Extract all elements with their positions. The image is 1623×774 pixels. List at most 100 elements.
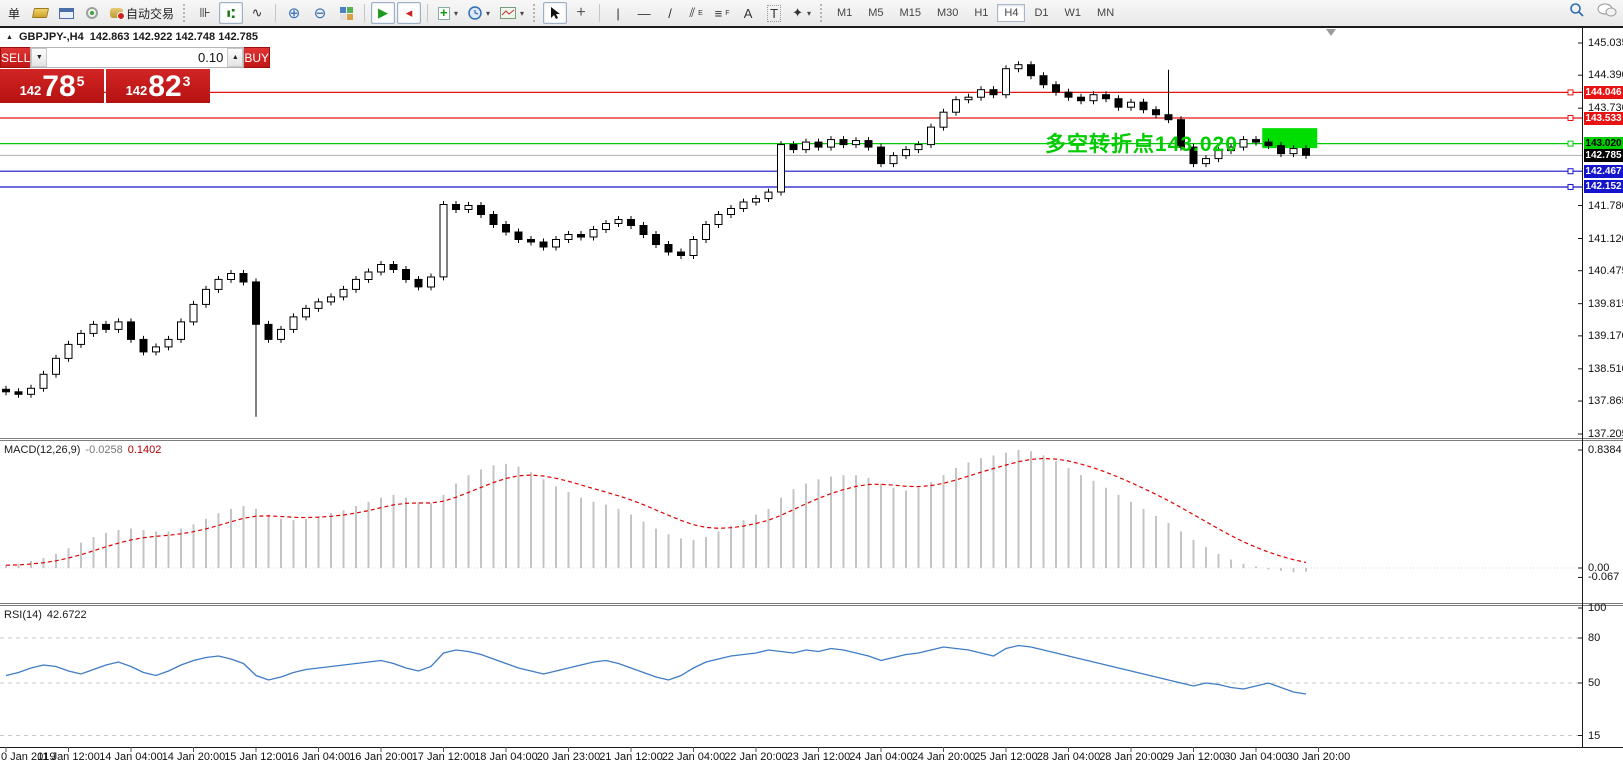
periods-button[interactable]: ▾	[464, 2, 494, 24]
candlestick-icon: ⑆	[227, 5, 235, 21]
chart-shift-button[interactable]: ◂	[397, 2, 422, 24]
price-level-badge: 144.046	[1584, 85, 1623, 99]
turning-point-annotation[interactable]: 多空转折点143.020	[1045, 133, 1238, 156]
timeframe-M30[interactable]: M30	[936, 7, 959, 19]
timeframe-group: M1 M5 M15 M30 H1 H4 D1 W1 MN	[830, 4, 1121, 22]
dropdown-caret-icon: ▾	[486, 8, 491, 18]
fibonacci-icon: ≡	[714, 5, 723, 21]
chart-shift-marker-icon[interactable]	[1326, 29, 1336, 36]
time-axis-label: 16 Jan 20:00	[349, 751, 413, 763]
order-book-button[interactable]	[28, 2, 52, 24]
time-axis-label: 15 Jan 12:00	[224, 751, 288, 763]
horizontal-line-icon: —	[637, 5, 651, 21]
one-click-trading-panel: SELL ▼ ▲ BUY 142 78 5 142 82 3	[0, 47, 271, 103]
fibonacci-sub-label: F	[725, 9, 730, 17]
time-axis-label: 11 Jan 12:00	[37, 751, 100, 763]
chart-canvas[interactable]	[0, 28, 1623, 774]
bar-chart-button[interactable]: ⊪	[193, 2, 217, 24]
sell-price-display[interactable]: 142 78 5	[0, 69, 104, 103]
time-axis-label: 25 Jan 12:00	[974, 751, 1038, 763]
autotrade-button[interactable]: 自动交易	[106, 2, 178, 24]
chat-icon[interactable]	[1597, 3, 1617, 18]
volume-increase-button[interactable]: ▲	[227, 48, 244, 67]
auto-scroll-button[interactable]: ▶	[371, 2, 396, 24]
buy-button[interactable]: BUY	[244, 47, 271, 68]
zoom-out-icon: ⊖	[313, 5, 327, 22]
volume-input[interactable]	[47, 48, 228, 67]
toolbar-separator	[364, 4, 366, 22]
text-tool-button[interactable]: A	[736, 2, 760, 24]
price-tick-label: 137.865	[1588, 395, 1623, 408]
price-tick-label: 141.780	[1588, 199, 1623, 212]
cursor-button[interactable]	[543, 2, 568, 24]
price-level-badge: 142.467	[1584, 164, 1623, 178]
indicators-button[interactable]: ▾	[434, 2, 462, 24]
new-order-button-partial[interactable]: 单	[7, 6, 20, 21]
timeframe-MN[interactable]: MN	[1097, 7, 1115, 19]
dropdown-caret-icon: ▾	[806, 8, 811, 18]
trendline-icon: /	[668, 5, 672, 21]
macd-main-value: -0.0258	[85, 444, 123, 456]
candlestick-chart-button[interactable]: ⑆	[219, 2, 244, 24]
time-axis-label: 0 Jan 2019	[1, 751, 56, 763]
time-axis-label: 18 Jan 04:00	[474, 751, 538, 763]
time-axis-label: 30 Jan 04:00	[1224, 751, 1288, 763]
toolbar-grip	[183, 4, 188, 22]
collapse-triangle-icon[interactable]: ▲	[6, 33, 13, 41]
signals-button[interactable]	[80, 2, 104, 24]
macd-indicator-label: MACD(12,26,9) -0.0258 0.1402	[4, 444, 161, 456]
price-tick-label: 141.120	[1588, 232, 1623, 245]
price-level-badge: 142.152	[1584, 180, 1623, 194]
price-tick-label: 143.730	[1588, 102, 1623, 115]
label-tool-button[interactable]: T	[762, 2, 786, 24]
timeframe-H1[interactable]: H1	[974, 7, 989, 19]
timeframe-M1[interactable]: M1	[836, 7, 853, 19]
toolbar-grip	[819, 4, 825, 22]
chart-window[interactable]: ▲ GBPJPY-,H4 142.863 142.922 142.748 142…	[0, 26, 1623, 774]
zoom-out-button[interactable]: ⊖	[308, 2, 332, 24]
timeframe-M5[interactable]: M5	[868, 7, 884, 19]
timeframe-D1[interactable]: D1	[1034, 7, 1049, 19]
time-axis-label: 14 Jan 20:00	[161, 751, 226, 763]
price-tick-label: 145.035	[1588, 37, 1623, 49]
volume-decrease-button[interactable]: ▼	[31, 48, 48, 67]
timeframe-M15[interactable]: M15	[899, 7, 921, 19]
tile-windows-button[interactable]	[334, 2, 358, 24]
channel-button[interactable]: ⫽ E	[684, 2, 708, 24]
timeframe-W1[interactable]: W1	[1064, 7, 1082, 19]
fibonacci-button[interactable]: ≡ F	[710, 2, 734, 24]
current-price-badge: 142.785	[1584, 148, 1623, 162]
shapes-icon: ✦	[792, 5, 803, 20]
rsi-tick-label: 80	[1588, 632, 1601, 644]
crosshair-icon: +	[576, 4, 586, 21]
autotrade-label: 自动交易	[126, 6, 175, 21]
rsi-name: RSI(14)	[4, 609, 42, 621]
sell-price-base: 142	[19, 83, 42, 98]
time-axis-label: 16 Jan 04:00	[286, 751, 351, 763]
search-icon[interactable]	[1569, 2, 1585, 18]
market-watch-button[interactable]	[54, 2, 78, 24]
volume-stepper: ▼ ▲	[30, 47, 245, 68]
vertical-line-icon: |	[616, 5, 620, 21]
ohlc-values: 142.863 142.922 142.748 142.785	[89, 31, 258, 43]
sell-price-pip: 5	[76, 73, 85, 89]
add-indicator-icon	[438, 5, 451, 20]
zoom-in-button[interactable]: ⊕	[282, 2, 306, 24]
line-chart-button[interactable]: ∿	[245, 2, 269, 24]
toolbar-separator	[599, 4, 601, 22]
toolbar: 单 自动交易 ⊪ ⑆ ∿ ⊕ ⊖ ▶ ◂ ▾ ▾ ▾ +	[0, 0, 1623, 26]
price-tick-label: 137.205	[1588, 428, 1623, 440]
horizontal-line-button[interactable]: —	[632, 2, 656, 24]
channel-sub-label: E	[698, 9, 703, 17]
time-axis-label: 14 Jan 04:00	[99, 751, 163, 763]
buy-price-display[interactable]: 142 82 3	[106, 69, 210, 103]
crosshair-button[interactable]: +	[569, 2, 593, 24]
trendline-button[interactable]: /	[658, 2, 682, 24]
label-tool-icon: T	[767, 4, 782, 22]
shapes-button[interactable]: ✦ ▾	[788, 2, 815, 24]
timeframe-H4[interactable]: H4	[997, 4, 1026, 22]
sell-button[interactable]: SELL	[0, 47, 31, 68]
templates-button[interactable]: ▾	[496, 2, 528, 24]
time-axis-label: 20 Jan 23:00	[536, 751, 601, 763]
vertical-line-button[interactable]: |	[606, 2, 630, 24]
